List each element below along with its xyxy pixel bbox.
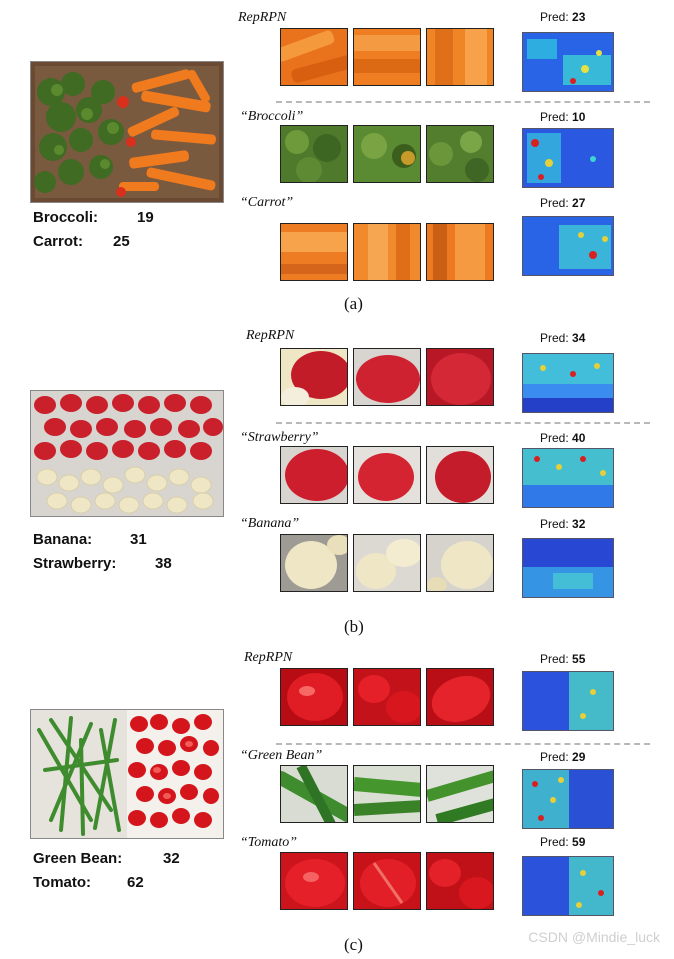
density-heatmap xyxy=(522,538,614,598)
gt-label-tomato: Tomato: xyxy=(33,874,92,891)
patch-carrot xyxy=(426,223,494,281)
patch-tomato xyxy=(353,668,421,726)
row-label-reprpn: RepRPN xyxy=(246,328,295,343)
panel-caption: (a) xyxy=(344,294,363,313)
scene-image-strawberry-banana xyxy=(30,390,224,517)
gt-label-carrot: Carrot: xyxy=(33,233,84,250)
dashed-divider xyxy=(276,743,650,745)
patch-banana xyxy=(280,534,348,592)
pred-count: Pred: 59 xyxy=(540,835,586,849)
patch-green-bean xyxy=(353,765,421,823)
patch-strawberry xyxy=(426,348,494,406)
pred-count: Pred: 10 xyxy=(540,110,586,124)
gt-label-banana: Banana: xyxy=(33,531,93,548)
gt-label-broccoli: Broccoli: xyxy=(33,209,99,226)
pred-count: Pred: 34 xyxy=(540,331,586,345)
patch-strawberry xyxy=(280,446,348,504)
patch-broccoli xyxy=(353,125,421,183)
row-label-green-bean: “Green Bean” xyxy=(240,748,323,763)
patch-carrot xyxy=(353,28,421,86)
density-heatmap xyxy=(522,216,614,276)
patch-strawberry xyxy=(353,446,421,504)
patch-green-bean xyxy=(280,765,348,823)
density-heatmap xyxy=(522,32,614,92)
row-label-carrot: “Carrot” xyxy=(240,195,294,210)
patch-broccoli xyxy=(426,125,494,183)
gt-count-tomato: 62 xyxy=(127,874,144,891)
dashed-divider xyxy=(276,422,650,424)
patch-tomato xyxy=(280,668,348,726)
scene-image-broccoli-carrot xyxy=(30,61,224,203)
panel-caption: (c) xyxy=(344,935,363,954)
density-heatmap xyxy=(522,671,614,731)
patch-strawberry xyxy=(426,446,494,504)
gt-count-broccoli: 19 xyxy=(137,209,154,226)
gt-label-green-bean: Green Bean: xyxy=(33,850,123,867)
patch-broccoli xyxy=(280,125,348,183)
dashed-divider xyxy=(276,101,650,103)
density-heatmap xyxy=(522,856,614,916)
gt-count-green-bean: 32 xyxy=(163,850,180,867)
pred-count: Pred: 29 xyxy=(540,750,586,764)
patch-green-bean xyxy=(426,765,494,823)
scene-image-greenbean-tomato xyxy=(30,709,224,839)
pred-count: Pred: 23 xyxy=(540,10,586,24)
patch-tomato xyxy=(280,852,348,910)
density-heatmap xyxy=(522,448,614,508)
pred-count: Pred: 27 xyxy=(540,196,586,210)
pred-count: Pred: 55 xyxy=(540,652,586,666)
density-heatmap xyxy=(522,128,614,188)
pred-count: Pred: 40 xyxy=(540,431,586,445)
patch-carrot xyxy=(280,223,348,281)
panel-caption: (b) xyxy=(344,617,364,636)
row-label-banana: “Banana” xyxy=(240,516,300,531)
row-label-strawberry: “Strawberry” xyxy=(240,430,319,445)
row-label-reprpn: RepRPN xyxy=(244,650,293,665)
row-label-broccoli: “Broccoli” xyxy=(240,109,304,124)
patch-banana xyxy=(426,534,494,592)
patch-strawberry xyxy=(353,348,421,406)
gt-label-strawberry: Strawberry: xyxy=(33,555,117,572)
patch-tomato xyxy=(426,852,494,910)
density-heatmap xyxy=(522,353,614,413)
patch-tomato xyxy=(426,668,494,726)
density-heatmap xyxy=(522,769,614,829)
patch-strawberry xyxy=(280,348,348,406)
patch-carrot xyxy=(353,223,421,281)
watermark: CSDN @Mindie_luck xyxy=(528,929,660,945)
gt-count-banana: 31 xyxy=(130,531,147,548)
patch-tomato xyxy=(353,852,421,910)
patch-carrot xyxy=(280,28,348,86)
patch-carrot xyxy=(426,28,494,86)
pred-count: Pred: 32 xyxy=(540,517,586,531)
gt-count-carrot: 25 xyxy=(113,233,130,250)
patch-banana xyxy=(353,534,421,592)
gt-count-strawberry: 38 xyxy=(155,555,172,572)
row-label-tomato: “Tomato” xyxy=(240,835,298,850)
row-label-reprpn: RepRPN xyxy=(238,10,287,25)
